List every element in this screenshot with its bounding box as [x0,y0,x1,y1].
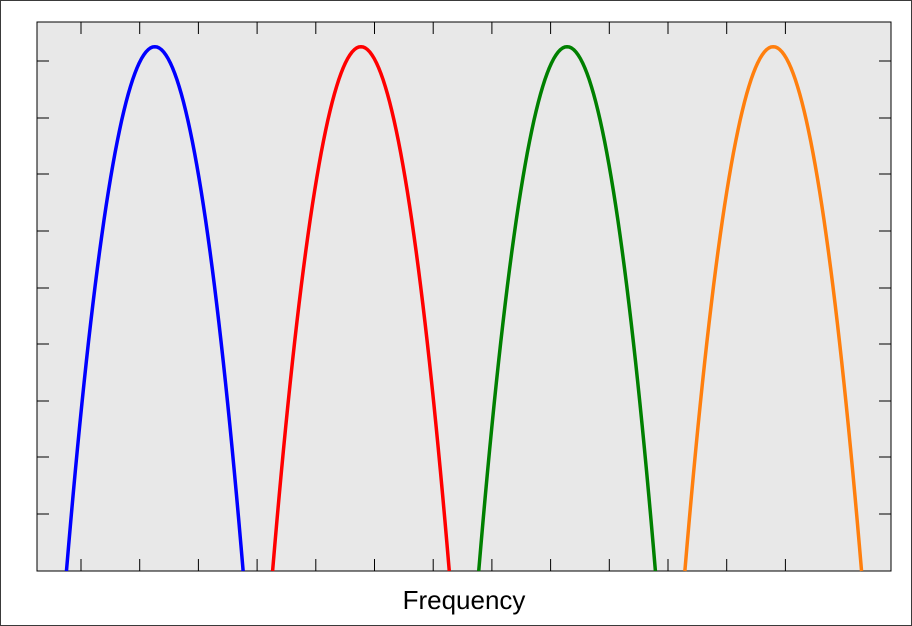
series-curve-1 [64,44,245,572]
axis-ticks [37,22,891,571]
plot-area [36,21,892,572]
series-curve-4 [683,44,864,572]
series-curve-3 [476,44,658,572]
series-curve-2 [270,44,452,572]
series-curves [64,44,864,572]
x-axis-label: Frequency [403,585,526,615]
